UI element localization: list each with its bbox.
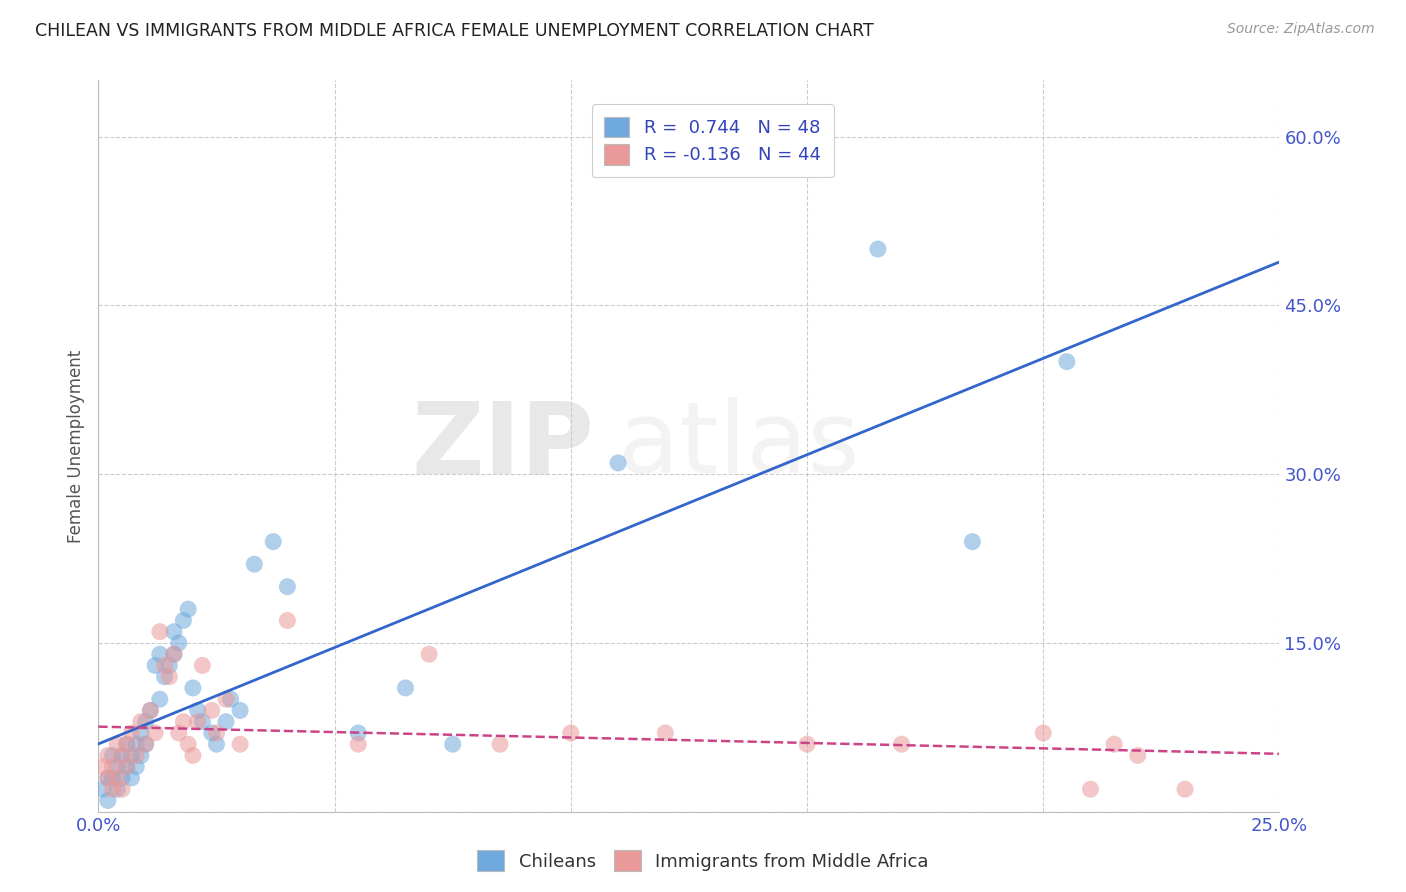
Point (229, 737, 252, 751)
Point (1102, 737, 1125, 751)
Point (215, 692, 238, 706)
Point (654, 726, 676, 740)
Point (149, 624, 172, 639)
Point (243, 557, 266, 571)
Point (111, 782, 134, 797)
Point (163, 647, 186, 661)
Point (153, 670, 176, 684)
Point (105, 782, 128, 797)
Point (215, 714, 238, 729)
Y-axis label: Female Unemployment: Female Unemployment (66, 350, 84, 542)
Point (1056, 354, 1078, 368)
Point (187, 703, 209, 717)
Point (418, 647, 440, 661)
Point (115, 760, 138, 774)
Point (111, 748, 134, 763)
Point (163, 647, 186, 661)
Point (276, 614, 298, 628)
Point (276, 580, 298, 594)
Point (191, 714, 214, 729)
Text: atlas: atlas (619, 398, 859, 494)
Legend: R =  0.744   N = 48, R = -0.136   N = 44: R = 0.744 N = 48, R = -0.136 N = 44 (592, 104, 834, 178)
Point (394, 681, 416, 695)
Point (172, 614, 194, 628)
Point (111, 748, 134, 763)
Text: CHILEAN VS IMMIGRANTS FROM MIDDLE AFRICA FEMALE UNEMPLOYMENT CORRELATION CHART: CHILEAN VS IMMIGRANTS FROM MIDDLE AFRICA… (35, 22, 875, 40)
Point (135, 714, 157, 729)
Point (181, 681, 204, 695)
Point (115, 760, 138, 774)
Point (177, 602, 200, 616)
Point (219, 692, 242, 706)
Point (489, 737, 512, 751)
Point (101, 760, 124, 774)
Point (890, 737, 912, 751)
Point (149, 647, 172, 661)
Point (177, 737, 200, 751)
Point (229, 703, 252, 717)
Point (97, 771, 120, 785)
Point (1126, 748, 1149, 763)
Point (607, 456, 630, 470)
Point (135, 737, 157, 751)
Point (101, 771, 124, 785)
Point (167, 636, 190, 650)
Point (97, 771, 120, 785)
Point (205, 737, 228, 751)
Point (201, 703, 224, 717)
Point (153, 658, 176, 673)
Point (172, 714, 194, 729)
Point (560, 726, 582, 740)
Point (347, 737, 370, 751)
Point (125, 748, 148, 763)
Point (115, 737, 138, 751)
Point (111, 771, 134, 785)
Point (139, 703, 162, 717)
Point (91, 782, 114, 797)
Point (962, 534, 984, 549)
Point (115, 737, 138, 751)
Point (101, 748, 124, 763)
Point (1080, 782, 1102, 797)
Legend: Chileans, Immigrants from Middle Africa: Chileans, Immigrants from Middle Africa (470, 843, 936, 879)
Point (97, 793, 120, 807)
Point (105, 760, 128, 774)
Point (129, 748, 152, 763)
Point (129, 714, 152, 729)
Point (121, 748, 143, 763)
Point (167, 726, 190, 740)
Point (191, 658, 214, 673)
Point (201, 726, 224, 740)
Point (143, 726, 166, 740)
Point (181, 748, 204, 763)
Point (1174, 782, 1197, 797)
Point (125, 760, 148, 774)
Point (105, 771, 128, 785)
Point (105, 737, 128, 751)
Point (149, 692, 172, 706)
Point (205, 726, 228, 740)
Text: ZIP: ZIP (412, 398, 595, 494)
Point (796, 737, 818, 751)
Point (91, 760, 114, 774)
Text: Source: ZipAtlas.com: Source: ZipAtlas.com (1227, 22, 1375, 37)
Point (441, 737, 464, 751)
Point (163, 624, 186, 639)
Point (135, 737, 157, 751)
Point (143, 658, 166, 673)
Point (97, 748, 120, 763)
Point (121, 726, 143, 740)
Point (121, 771, 143, 785)
Point (101, 782, 124, 797)
Point (187, 714, 209, 729)
Point (125, 737, 148, 751)
Point (1032, 726, 1054, 740)
Point (347, 726, 370, 740)
Point (262, 534, 284, 549)
Point (157, 670, 180, 684)
Point (866, 242, 889, 256)
Point (157, 658, 180, 673)
Point (139, 703, 162, 717)
Point (129, 726, 152, 740)
